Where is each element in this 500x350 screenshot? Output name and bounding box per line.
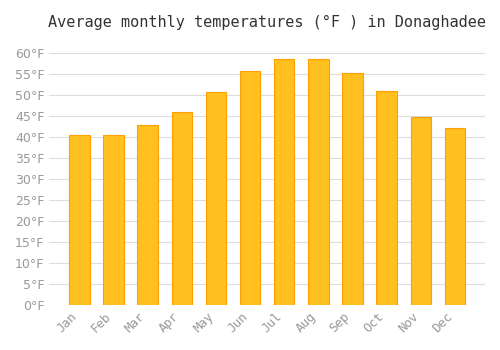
Bar xyxy=(138,125,158,305)
Title: Average monthly temperatures (°F ) in Donaghadee: Average monthly temperatures (°F ) in Do… xyxy=(48,15,486,30)
Bar xyxy=(206,92,226,305)
Bar xyxy=(308,60,328,305)
Bar xyxy=(274,60,294,305)
Bar xyxy=(69,135,89,305)
Bar xyxy=(240,71,260,305)
Bar xyxy=(376,91,397,305)
Bar xyxy=(342,73,363,305)
Bar xyxy=(104,135,124,305)
Bar xyxy=(410,117,431,305)
Bar xyxy=(444,128,465,305)
Bar xyxy=(172,112,192,305)
